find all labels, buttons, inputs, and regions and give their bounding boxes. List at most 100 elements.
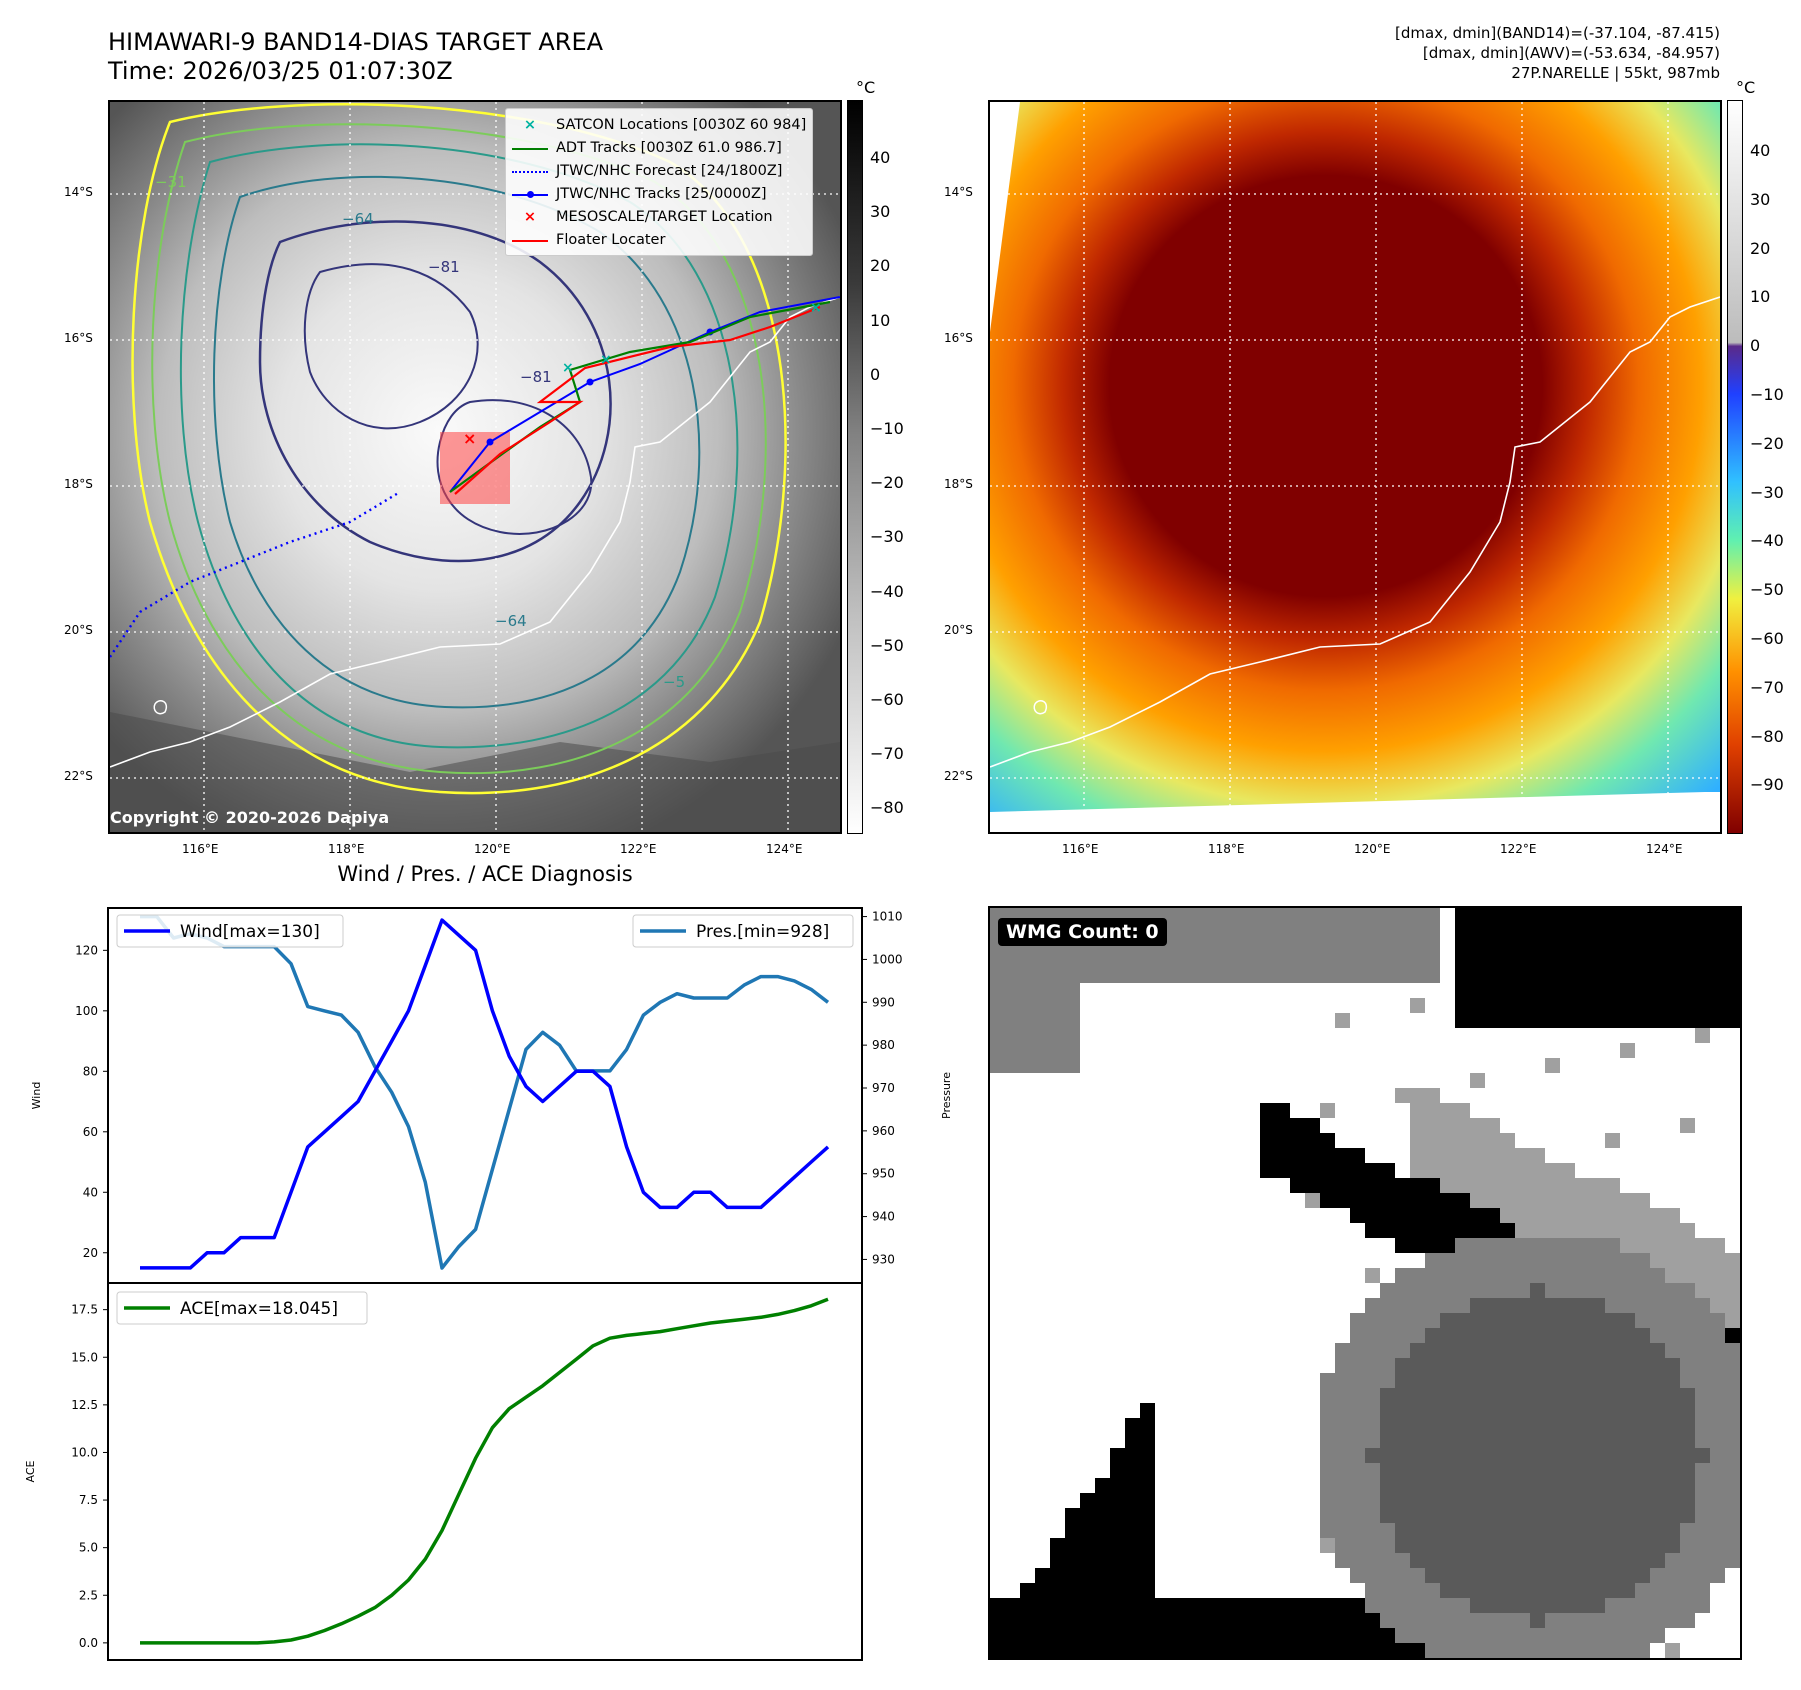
wmg-cell (1470, 1013, 1485, 1028)
wmg-cell (1545, 1328, 1560, 1343)
wmg-cell (1710, 1478, 1725, 1493)
wmg-cell (1455, 1418, 1470, 1433)
wmg-cell (1620, 1643, 1635, 1658)
wmg-cell (1530, 1373, 1545, 1388)
wmg-cell (1515, 1553, 1530, 1568)
wmg-cell (1035, 953, 1050, 968)
ace-tick-label: 12.5 (71, 1398, 98, 1412)
wmg-cell (1680, 1583, 1695, 1598)
wmg-cell (1575, 1583, 1590, 1598)
wmg-cell (1350, 1598, 1365, 1613)
wmg-cell (1650, 1553, 1665, 1568)
wmg-cell (1440, 1118, 1455, 1133)
wmg-cell (1605, 1523, 1620, 1538)
wmg-cell (1380, 1178, 1395, 1193)
wmg-cell (1620, 1493, 1635, 1508)
wmg-cell (1485, 1268, 1500, 1283)
wmg-cell (1680, 1373, 1695, 1388)
wmg-cell (1530, 1253, 1545, 1268)
wmg-cell (1650, 1343, 1665, 1358)
wmg-cell (1455, 1313, 1470, 1328)
wmg-cell (1350, 1328, 1365, 1343)
wmg-cell (1395, 1223, 1410, 1238)
wmg-cell (1695, 1418, 1710, 1433)
wmg-cell (1545, 1598, 1560, 1613)
wmg-cell (1680, 1238, 1695, 1253)
wmg-cell (1485, 1253, 1500, 1268)
wmg-cell (1470, 1178, 1485, 1193)
wmg-cell (1545, 1628, 1560, 1643)
wmg-cell (1590, 923, 1605, 938)
wmg-cell (1545, 1208, 1560, 1223)
wmg-cell (1515, 1463, 1530, 1478)
wmg-cell (1035, 1643, 1050, 1658)
wmg-cell (1515, 1583, 1530, 1598)
wmg-cell (1530, 1328, 1545, 1343)
wmg-cell (1680, 1253, 1695, 1268)
wmg-cell (1725, 1358, 1740, 1373)
wmg-cell (1140, 1568, 1155, 1583)
wmg-cell (1035, 1628, 1050, 1643)
wmg-cell (1650, 1208, 1665, 1223)
pressure-tick-label: 970 (872, 1081, 895, 1095)
wmg-cell (1560, 1403, 1575, 1418)
wmg-cell (1485, 1013, 1500, 1028)
wmg-cell (1440, 1298, 1455, 1313)
contour-label: −64 (342, 210, 374, 228)
wind-tick-label: 60 (83, 1125, 98, 1139)
wmg-cell (1455, 1178, 1470, 1193)
wmg-cell (1650, 1508, 1665, 1523)
legend-entry-floater: Floater Locater (512, 228, 806, 251)
wmg-cell (1380, 1598, 1395, 1613)
wmg-cell (1125, 1538, 1140, 1553)
wmg-cell (1290, 1133, 1305, 1148)
wmg-cell (1470, 1433, 1485, 1448)
wmg-cell (1635, 1463, 1650, 1478)
wmg-cell (1335, 1463, 1350, 1478)
wmg-cell (1620, 1253, 1635, 1268)
wmg-cell (1245, 1598, 1260, 1613)
wmg-cell (1545, 1268, 1560, 1283)
wmg-cell (1020, 1643, 1035, 1658)
wmg-cell (1545, 1298, 1560, 1313)
wmg-cell (1350, 953, 1365, 968)
wmg-cell (1665, 1493, 1680, 1508)
wmg-cell (1185, 1643, 1200, 1658)
wmg-cell (1440, 1253, 1455, 1268)
wmg-cell (1590, 1223, 1605, 1238)
wmg-cell (1260, 938, 1275, 953)
wmg-cell (1395, 1553, 1410, 1568)
wmg-cell (1530, 953, 1545, 968)
wmg-cell (1590, 1403, 1605, 1418)
wmg-cell (1665, 923, 1680, 938)
wmg-cell (1665, 1583, 1680, 1598)
wmg-cell (1065, 998, 1080, 1013)
wmg-cell (1590, 1448, 1605, 1463)
wmg-cell (1680, 1403, 1695, 1418)
wmg-cell (1335, 938, 1350, 953)
wmg-cell (1470, 1523, 1485, 1538)
wmg-cell (1350, 1388, 1365, 1403)
wmg-cell (1515, 1598, 1530, 1613)
wmg-cell (1335, 1013, 1350, 1028)
wmg-cell (1620, 1298, 1635, 1313)
ace-tick-label: 5.0 (79, 1541, 98, 1555)
wmg-cell (1290, 1598, 1305, 1613)
wmg-cell (1680, 1343, 1695, 1358)
wmg-panel (988, 906, 1742, 1660)
wmg-cell (1665, 1013, 1680, 1028)
wmg-cell (1500, 1298, 1515, 1313)
wmg-cell (1605, 953, 1620, 968)
wmg-cell (1470, 1373, 1485, 1388)
wmg-cell (1470, 1628, 1485, 1643)
wmg-cell (1635, 1523, 1650, 1538)
wmg-cell (1185, 1598, 1200, 1613)
wmg-cell (1605, 1223, 1620, 1238)
wmg-cell (1425, 1523, 1440, 1538)
wmg-cell (1590, 1628, 1605, 1643)
wmg-cell (1425, 1193, 1440, 1208)
wmg-cell (1575, 938, 1590, 953)
wmg-cell (1050, 1613, 1065, 1628)
wmg-cell (1695, 1298, 1710, 1313)
wmg-cell (1575, 1268, 1590, 1283)
